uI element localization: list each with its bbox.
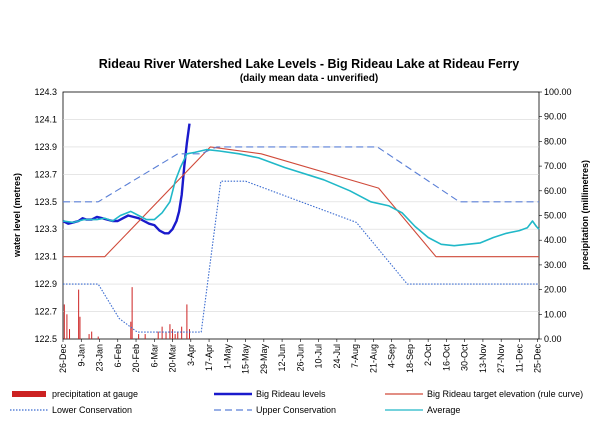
y-tick-label: 122.5 xyxy=(34,334,57,344)
x-tick-label: 2-Oct xyxy=(423,344,433,367)
x-tick-label: 26-Jun xyxy=(295,344,305,372)
series-line-big-rideau-target-elevation-rule-curve xyxy=(63,146,539,258)
plot-border xyxy=(62,91,540,340)
x-tick-label: 20-Mar xyxy=(168,344,178,373)
legend-label-precipitation-at-gauge: precipitation at gauge xyxy=(52,389,138,399)
y-tick-label: 124.1 xyxy=(34,114,57,124)
y-tick-label: 123.5 xyxy=(34,197,57,207)
legend-label-lower-conservation: Lower Conservation xyxy=(52,405,132,415)
y2-tick-label: 70.00 xyxy=(544,161,567,171)
x-tick-label: 16-Oct xyxy=(441,344,451,372)
x-tick-label: 17-Apr xyxy=(204,344,214,371)
y2-tick-label: 80.00 xyxy=(544,136,567,146)
x-tick-label: 9-Jan xyxy=(76,344,86,367)
series-line-average xyxy=(62,148,540,247)
x-tick-label: 24-Jul xyxy=(332,344,342,369)
legend-swatch-precipitation-at-gauge xyxy=(12,391,46,397)
y2-axis-label: precipitation (millimetres) xyxy=(580,160,590,270)
legend-label-big-rideau-target-elevation-rule-curve: Big Rideau target elevation (rule curve) xyxy=(427,389,583,399)
y-tick-label: 122.9 xyxy=(34,279,57,289)
x-tick-label: 18-Sep xyxy=(405,344,415,373)
x-tick-label: 12-Jun xyxy=(277,344,287,372)
y2-tick-label: 20.00 xyxy=(544,285,567,295)
x-tick-label: 20-Feb xyxy=(131,344,141,373)
y2-tick-label: 30.00 xyxy=(544,260,567,270)
x-tick-label: 10-Jul xyxy=(314,344,324,369)
y-tick-label: 123.9 xyxy=(34,142,57,152)
gridlines xyxy=(63,119,539,312)
x-tick-label: 23-Jan xyxy=(95,344,105,372)
y-tick-label: 123.1 xyxy=(34,252,57,262)
legend-label-big-rideau-levels: Big Rideau levels xyxy=(256,389,326,399)
chart-title: Rideau River Watershed Lake Levels - Big… xyxy=(99,57,520,71)
series-line-lower-conservation xyxy=(63,180,539,333)
x-tick-label: 27-Nov xyxy=(496,344,506,374)
x-tick-label: 26-Dec xyxy=(58,344,68,374)
x-tick-label: 11-Dec xyxy=(514,344,524,373)
y2-tick-label: 100.00 xyxy=(544,87,572,97)
y2-tick-label: 60.00 xyxy=(544,186,567,196)
x-axis-ticks: 26-Dec 9-Jan 23-Jan 6-Feb 20-Feb 6-Mar 20-Mar 3… xyxy=(58,339,543,374)
x-tick-label: 4-Sep xyxy=(387,344,397,368)
y-axis-label: water level (metres) xyxy=(12,173,22,258)
y2-tick-label: 50.00 xyxy=(544,211,567,221)
y-axis-ticks: 124.3 124.1 123.9 123.7 123.5 123.3 123.1 122.9… xyxy=(34,87,57,344)
y-tick-label: 122.7 xyxy=(34,307,57,317)
y-tick-label: 123.7 xyxy=(34,169,57,179)
x-tick-label: 7-Aug xyxy=(350,344,360,368)
x-tick-label: 6-Feb xyxy=(113,344,123,368)
x-tick-label: 15-May xyxy=(241,344,251,375)
chart-subtitle: (daily mean data - unverified) xyxy=(240,73,378,84)
y2-axis-ticks: 100.00 90.00 80.00 70.00 60.00 50.00 40.00 30.0… xyxy=(539,87,572,344)
legend: precipitation at gauge Big Rideau levels B… xyxy=(10,389,583,415)
y2-tick-label: 10.00 xyxy=(544,309,567,319)
x-tick-label: 30-Oct xyxy=(460,344,470,372)
x-tick-label: 25-Dec xyxy=(533,344,543,374)
y-tick-label: 124.3 xyxy=(34,87,57,97)
y2-tick-label: 0.00 xyxy=(544,334,562,344)
series-lines xyxy=(62,123,540,333)
x-tick-label: 29-May xyxy=(259,344,269,375)
y2-tick-label: 90.00 xyxy=(544,112,567,122)
x-tick-label: 21-Aug xyxy=(368,344,378,373)
plot-area xyxy=(62,91,540,340)
x-tick-label: 1-May xyxy=(222,344,232,370)
y-tick-label: 123.3 xyxy=(34,224,57,234)
x-tick-label: 6-Mar xyxy=(149,344,159,368)
x-tick-label: 3-Apr xyxy=(186,344,196,366)
legend-label-average: Average xyxy=(427,405,460,415)
y2-tick-label: 40.00 xyxy=(544,235,567,245)
x-tick-label: 13-Nov xyxy=(478,344,488,374)
precipitation-bars xyxy=(63,287,190,339)
legend-label-upper-conservation: Upper Conservation xyxy=(256,405,336,415)
